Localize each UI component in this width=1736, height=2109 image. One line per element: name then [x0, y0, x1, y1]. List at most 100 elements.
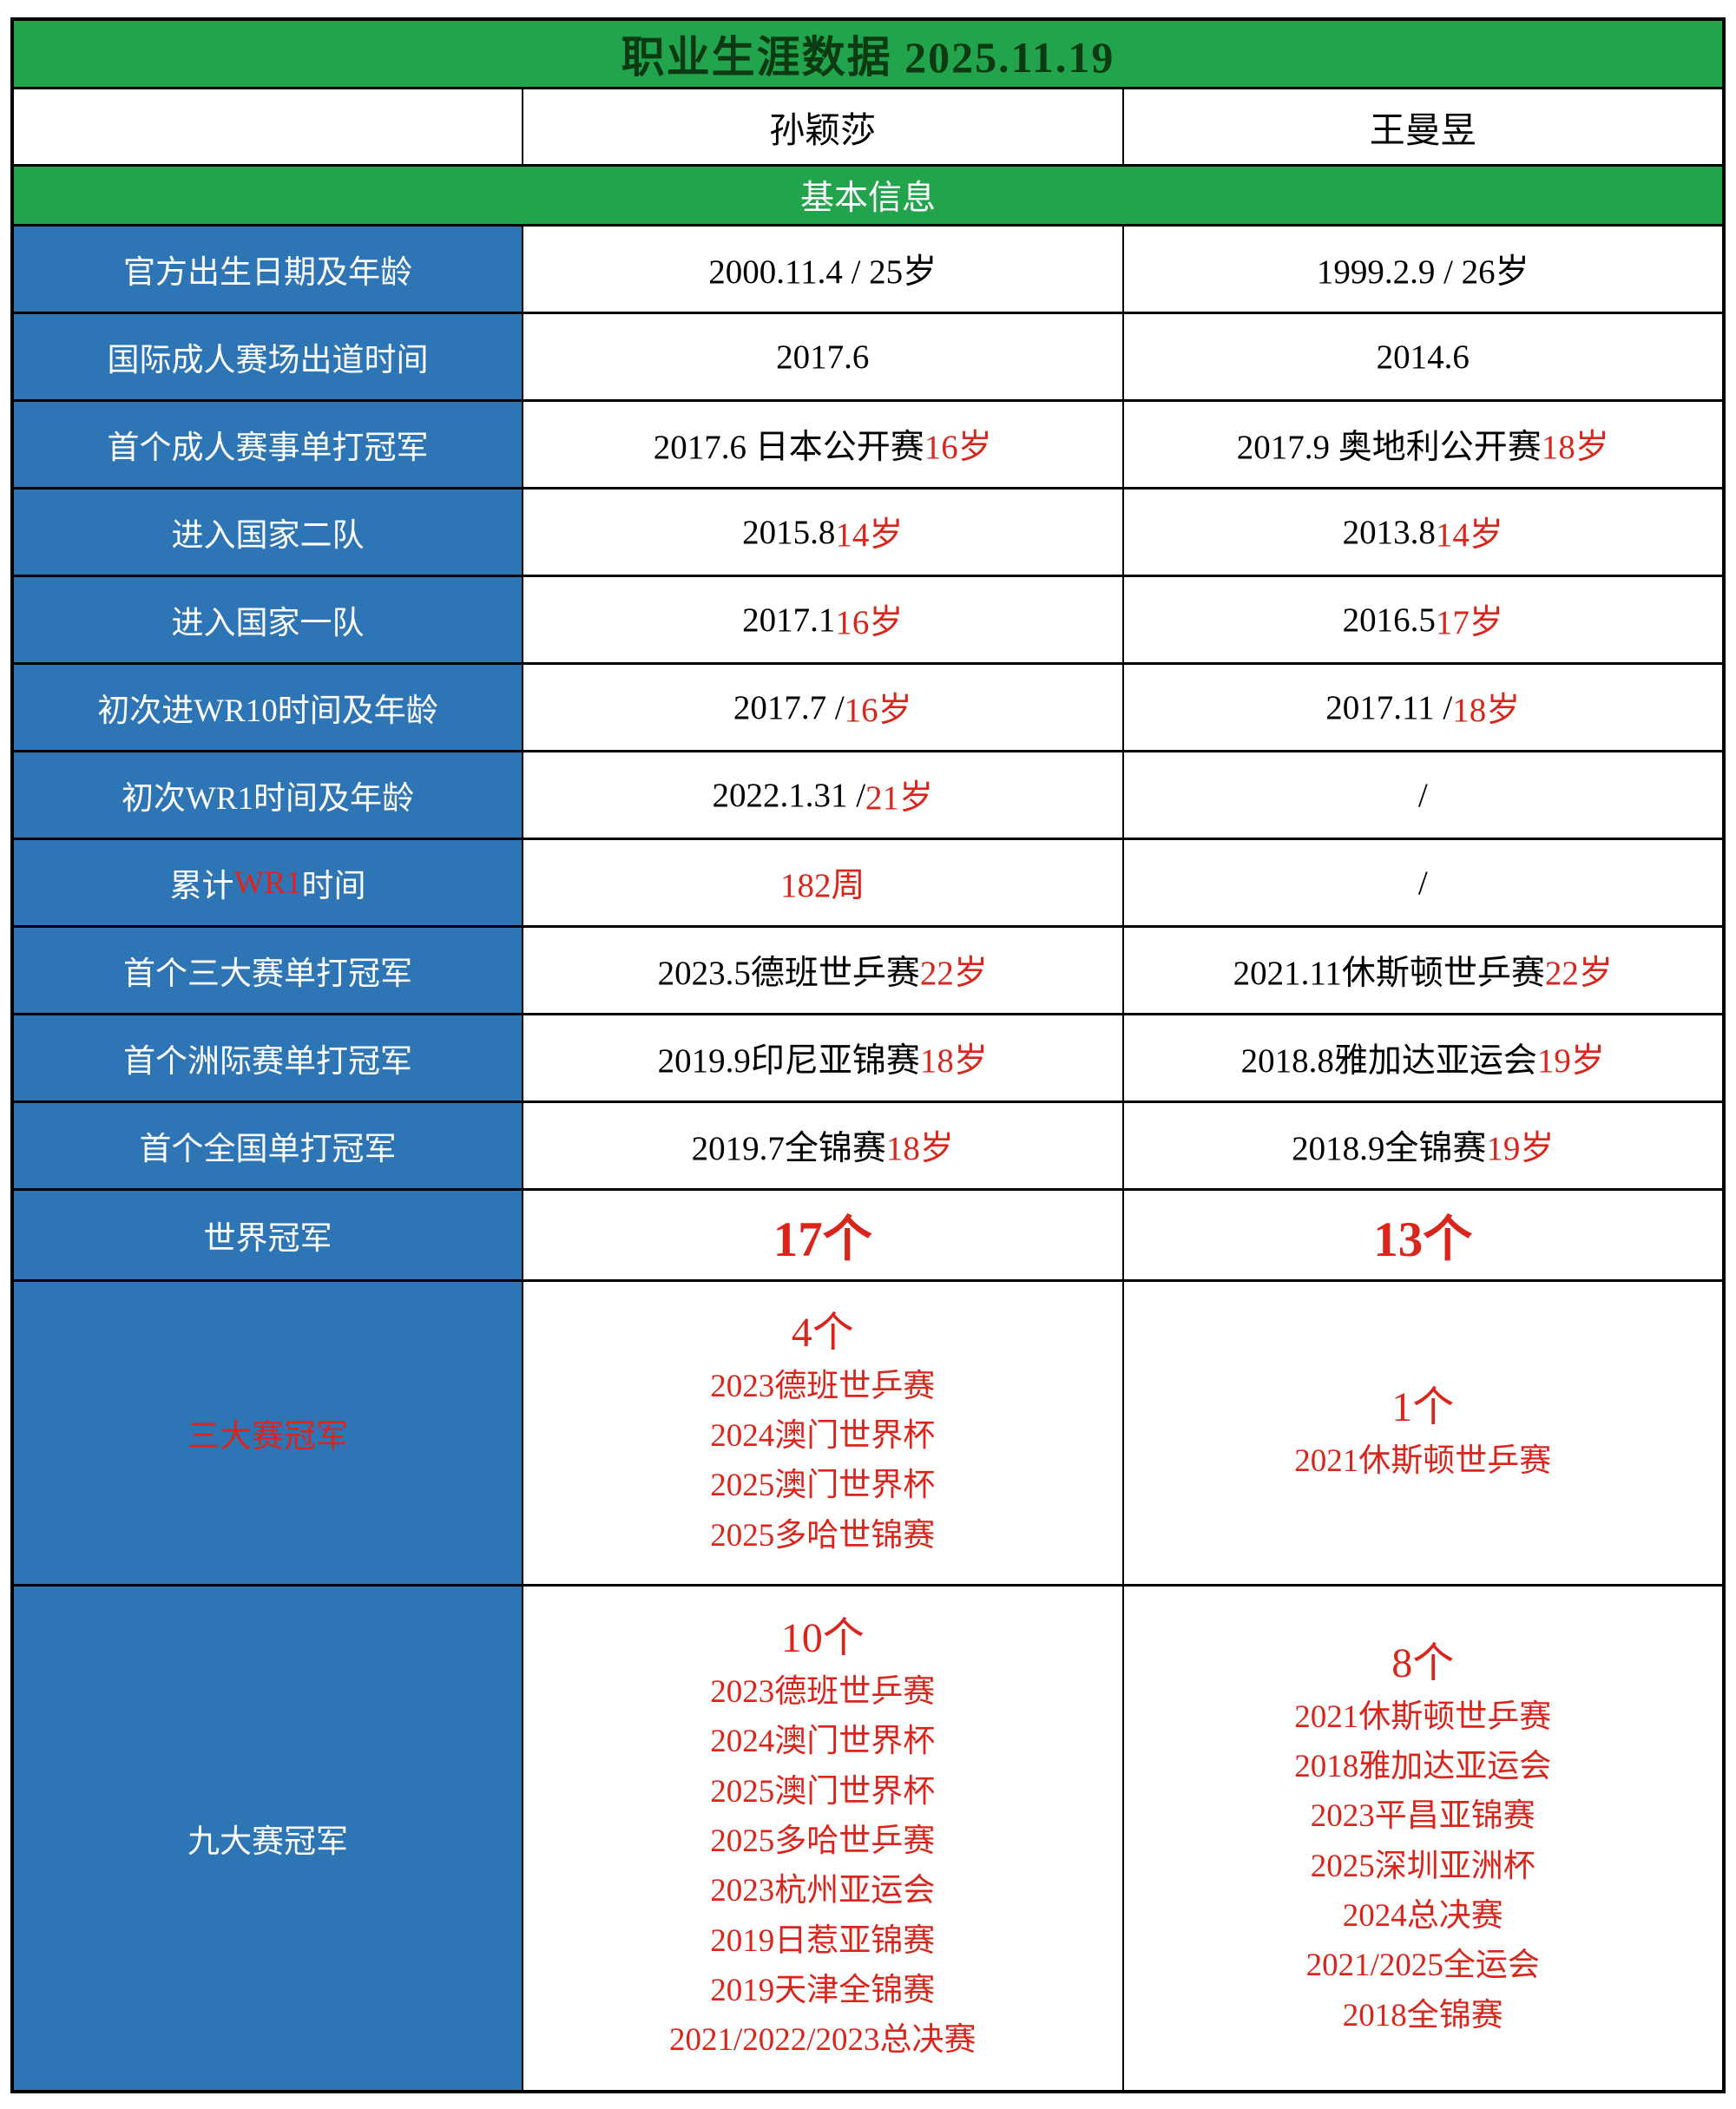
table-row: 国际成人赛场出道时间 2017.6 2014.6 — [14, 312, 1722, 399]
text-segment: 18岁 — [919, 1042, 988, 1080]
title-row: 职业生涯数据 2025.11.19 — [14, 21, 1722, 87]
value-cell: 13个 — [1121, 1191, 1722, 1279]
text-segment: 2017.11 / — [1325, 688, 1453, 726]
row-label: 世界冠军 — [14, 1191, 522, 1279]
value-cell: 2018.8雅加达亚运会 19岁 — [1121, 1015, 1722, 1100]
value-cell: / — [1121, 752, 1722, 838]
value-cell: 2023.5德班世乒赛 22岁 — [522, 928, 1122, 1013]
text-segment: 2023.5德班世乒赛 — [657, 955, 920, 992]
text-segment: 首个成人赛事单打冠军 — [107, 430, 429, 466]
championship-item: 2025澳门世界杯 — [710, 1773, 936, 1810]
row-label: 进入国家一队 — [14, 577, 522, 662]
text-segment: 19岁 — [1486, 1130, 1555, 1167]
championship-item: 2021休斯顿世乒赛 — [1294, 1442, 1552, 1479]
row-label: 首个洲际赛单打冠军 — [14, 1015, 522, 1100]
player-column-header-sun: 孙颖莎 — [522, 89, 1122, 164]
text-segment: 18岁 — [1452, 692, 1521, 729]
value-cell: 8个 2021休斯顿世乒赛 2018雅加达亚运会 2023平昌亚锦赛 2025深圳亚洲杯… — [1121, 1587, 1722, 2090]
text-segment: WR1 — [233, 864, 302, 901]
value-cell: 2019.7全锦赛 18岁 — [522, 1103, 1122, 1188]
championship-item: 2018雅加达亚运会 — [1294, 1749, 1552, 1785]
value-cell: 2017.9 奥地利公开赛 18岁 — [1121, 402, 1722, 487]
text-segment: 2022.1.31 / — [712, 776, 866, 814]
table-row: 累计 WR1 时间 182周 / — [14, 838, 1722, 925]
value-cell: 1999.2.9 / 26岁 — [1121, 227, 1722, 312]
row-label: 首个成人赛事单打冠军 — [14, 402, 522, 487]
value-cell: 2014.6 — [1121, 314, 1722, 399]
text-segment: 22岁 — [919, 955, 988, 992]
table-row: 九大赛冠军 10个 2023德班世乒赛 2024澳门世界杯 2025澳门世界杯 2025多… — [14, 1584, 1722, 2090]
value-cell: 2017.6 — [522, 314, 1122, 399]
championship-item: 2023杭州亚运会 — [710, 1873, 936, 1909]
value-cell: 2015.8 14岁 — [522, 489, 1122, 575]
championship-item: 2019天津全锦赛 — [710, 1973, 936, 2009]
text-segment: 2017.6 — [776, 338, 870, 376]
text-segment: 182周 — [779, 867, 865, 904]
count-value: 10个 — [780, 1615, 865, 1662]
text-segment: 17岁 — [1435, 604, 1503, 641]
text-segment: 进入国家一队 — [171, 606, 365, 641]
text-segment: 2017.7 / — [733, 688, 845, 726]
text-segment: 2017.9 奥地利公开赛 — [1236, 429, 1542, 466]
player-header-row: 孙颖莎 王曼昱 — [14, 87, 1722, 164]
text-segment: 18岁 — [885, 1130, 954, 1167]
row-label: 进入国家二队 — [14, 489, 522, 575]
row-label: 三大赛冠军 — [14, 1282, 522, 1584]
text-segment: 16岁 — [835, 604, 904, 641]
championship-item: 2023平昌亚锦赛 — [1310, 1798, 1535, 1835]
table-row: 世界冠军 17个 13个 — [14, 1188, 1722, 1279]
text-segment: 世界冠军 — [203, 1221, 332, 1257]
table-row: 首个成人赛事单打冠军 2017.6 日本公开赛 16岁 2017.9 奥地利公开赛 … — [14, 399, 1722, 487]
text-segment: 2017.1 — [742, 601, 836, 639]
text-segment: 2016.5 — [1342, 601, 1436, 639]
text-segment: 首个三大赛单打冠军 — [123, 956, 412, 992]
text-segment: 21岁 — [865, 779, 934, 817]
championship-item: 2021休斯顿世乒赛 — [1294, 1698, 1552, 1735]
championship-item: 2021/2022/2023总决赛 — [668, 2022, 976, 2059]
text-segment: 2015.8 — [742, 513, 836, 551]
text-segment: 19岁 — [1536, 1042, 1605, 1080]
page-title: 职业生涯数据 2025.11.19 — [14, 21, 1722, 87]
championship-item: 2023德班世乒赛 — [710, 1368, 936, 1404]
value-cell: 2018.9全锦赛 19岁 — [1121, 1103, 1722, 1188]
table-row: 首个三大赛单打冠军 2023.5德班世乒赛 22岁 2021.11休斯顿世乒赛 22… — [14, 925, 1722, 1013]
world-title-count: 17个 — [773, 1212, 872, 1267]
text-segment: 三大赛冠军 — [187, 1419, 348, 1455]
career-table: 职业生涯数据 2025.11.19 孙颖莎 王曼昱 基本信息 官方出生日期及年龄… — [10, 17, 1726, 2093]
value-cell: 1个 2021休斯顿世乒赛 — [1121, 1282, 1722, 1584]
text-segment: 进入国家二队 — [171, 518, 365, 554]
value-cell: 2017.1 16岁 — [522, 577, 1122, 662]
value-cell: 4个 2023德班世乒赛 2024澳门世界杯 2025澳门世界杯 2025多哈世锦赛 — [522, 1282, 1122, 1584]
text-segment: 九大赛冠军 — [187, 1824, 348, 1860]
text-segment: 14岁 — [1435, 516, 1503, 554]
section-header-row: 基本信息 — [14, 164, 1722, 224]
value-cell: 2016.5 17岁 — [1121, 577, 1722, 662]
table-row: 进入国家一队 2017.1 16岁 2016.5 17岁 — [14, 575, 1722, 662]
text-segment: / — [1417, 776, 1428, 814]
row-label: 官方出生日期及年龄 — [14, 227, 522, 312]
text-segment: 2013.8 — [1342, 513, 1436, 551]
table-body: 官方出生日期及年龄 2000.11.4 / 25岁 1999.2.9 / 26岁国际… — [14, 224, 1722, 2090]
text-segment: 1999.2.9 / 26岁 — [1316, 253, 1529, 291]
text-segment: 国际成人赛场出道时间 — [107, 343, 429, 378]
section-header: 基本信息 — [14, 167, 1722, 224]
text-segment: 2000.11.4 / 25岁 — [708, 253, 937, 291]
championship-item: 2018全锦赛 — [1342, 1997, 1503, 2033]
value-cell: / — [1121, 840, 1722, 925]
value-cell: 2019.9印尼亚锦赛 18岁 — [522, 1015, 1122, 1100]
row-label: 首个全国单打冠军 — [14, 1103, 522, 1188]
player-column-header-wang: 王曼昱 — [1121, 89, 1722, 164]
table-row: 初次WR1时间及年龄 2022.1.31 / 21岁 / — [14, 750, 1722, 838]
value-cell: 2021.11休斯顿世乒赛 22岁 — [1121, 928, 1722, 1013]
value-cell: 182周 — [522, 840, 1122, 925]
row-label: 国际成人赛场出道时间 — [14, 314, 522, 399]
text-segment: 14岁 — [835, 516, 904, 554]
text-segment: 初次WR1时间及年龄 — [121, 781, 415, 817]
table-row: 三大赛冠军 4个 2023德班世乒赛 2024澳门世界杯 2025澳门世界杯 2025多哈… — [14, 1279, 1722, 1584]
world-title-count: 13个 — [1373, 1212, 1473, 1267]
text-segment: 时间 — [301, 869, 366, 904]
row-label: 初次WR1时间及年龄 — [14, 752, 522, 838]
row-label: 九大赛冠军 — [14, 1587, 522, 2090]
value-cell: 2013.8 14岁 — [1121, 489, 1722, 575]
